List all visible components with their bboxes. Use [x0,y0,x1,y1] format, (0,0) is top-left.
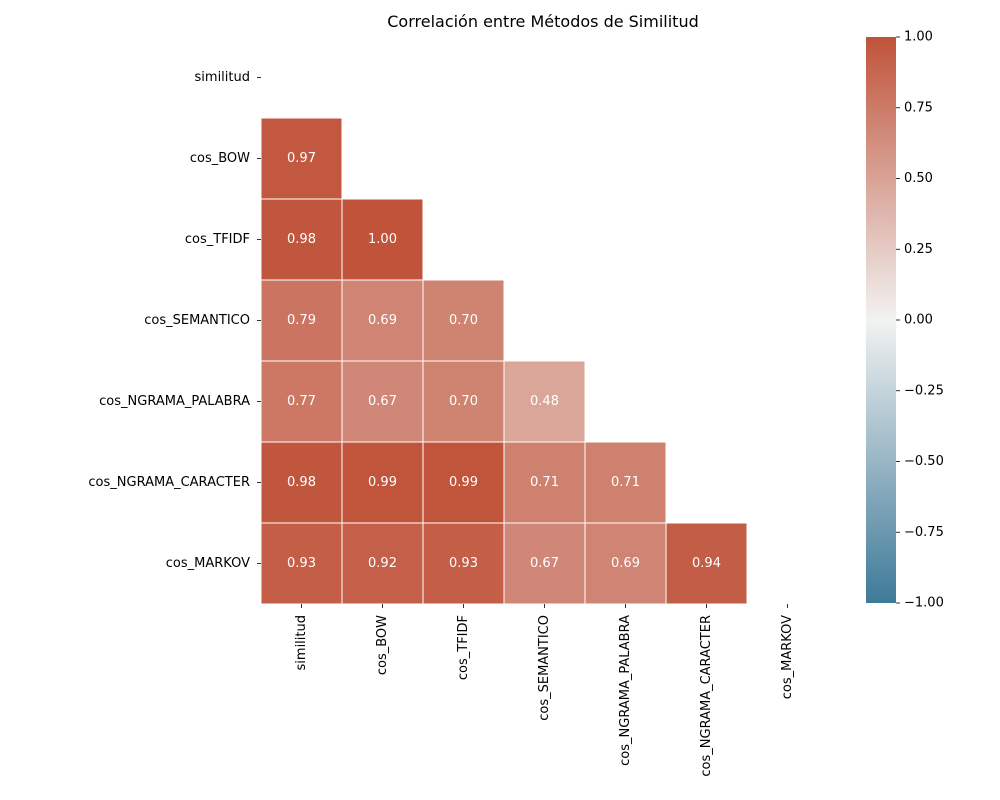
colorbar-tick-label: −0.75 [904,525,944,540]
heatmap-cell-cos_NGRAMA_CARACTER-cos_NGRAMA_PALABRA [584,441,667,524]
heatmap-cell-cos_NGRAMA_PALABRA-cos_SEMANTICO [503,360,586,443]
heatmap-cell-cos_MARKOV-cos_SEMANTICO [503,522,586,605]
cell-value-label: 0.48 [530,394,559,409]
heatmap-cell-cos_NGRAMA_PALABRA-cos_BOW [341,360,424,443]
colorbar-tick-label: 0.75 [904,100,933,115]
heatmap-cell-cos_TFIDF-cos_BOW [341,198,424,281]
heatmap-cell-cos_TFIDF-similitud [260,198,343,281]
row-labels: similitud cos_BOW cos_TFIDF cos_SEMANTICOco… [88,70,261,571]
colorbar-tick-label: 0.25 [904,242,933,257]
column-labels: similitud cos_BOW cos_TFIDF cos_SEMANTICO co… [294,604,795,777]
cell-value-label: 0.67 [530,556,559,571]
colorbar-tick-label: 0.00 [904,313,933,328]
cell-value-label: 0.99 [368,475,397,490]
cell-value-label: 0.79 [287,313,316,328]
row-label-cos_NGRAMA_CARACTER: cos_NGRAMA_CARACTER [88,475,250,490]
column-label-cos_MARKOV: cos_MARKOV [780,615,795,699]
cell-value-label: 0.77 [287,394,316,409]
heatmap-cell-cos_MARKOV-cos_TFIDF [422,522,505,605]
heatmap-cell-cos_MARKOV-cos_NGRAMA_CARACTER [665,522,748,605]
cell-value-label: 0.97 [287,151,316,166]
cell-value-label: 0.69 [611,556,640,571]
cell-value-label: 0.98 [287,475,316,490]
row-label-cos_TFIDF: cos_TFIDF [185,232,250,247]
chart-title: Correlación entre Métodos de Similitud [387,12,699,31]
cell-value-label: 0.98 [287,232,316,247]
cell-value-label: 0.71 [530,475,559,490]
row-label-similitud: similitud [195,70,250,85]
row-label-cos_MARKOV: cos_MARKOV [166,556,250,571]
heatmap-cell-cos_SEMANTICO-similitud [260,279,343,362]
heatmap-cell-cos_MARKOV-cos_BOW [341,522,424,605]
colorbar-tick-label: −0.25 [904,383,944,398]
heatmap-cell-cos_NGRAMA_CARACTER-cos_TFIDF [422,441,505,524]
heatmap-cell-cos_BOW-similitud [260,117,343,200]
cell-value-label: 0.94 [692,556,721,571]
column-label-cos_BOW: cos_BOW [375,615,390,675]
colorbar-tick-label: −1.00 [904,596,944,611]
cell-value-label: 0.93 [287,556,316,571]
colorbar: 1.00 0.75 0.50 0.25 0.00 −0.25 −0.50 −0.75 −1.00 [866,30,944,611]
heatmap-cell-cos_SEMANTICO-cos_BOW [341,279,424,362]
row-label-cos_BOW: cos_BOW [190,151,250,166]
heatmap-cell-cos_NGRAMA_CARACTER-cos_SEMANTICO [503,441,586,524]
cell-value-label: 0.67 [368,394,397,409]
cell-value-label: 0.70 [449,394,478,409]
cell-value-label: 0.69 [368,313,397,328]
heatmap-cell-cos_SEMANTICO-cos_TFIDF [422,279,505,362]
colorbar-tick-label: 0.50 [904,171,933,186]
row-label-cos_NGRAMA_PALABRA: cos_NGRAMA_PALABRA [99,394,250,409]
column-label-cos_TFIDF: cos_TFIDF [456,615,471,680]
colorbar-tick-label: 1.00 [904,30,933,45]
colorbar-gradient [866,37,896,603]
cell-value-label: 0.99 [449,475,478,490]
cell-value-label: 0.93 [449,556,478,571]
cell-value-label: 0.92 [368,556,397,571]
colorbar-ticks: 1.00 0.75 0.50 0.25 0.00 −0.25 −0.50 −0.75 −1.00 [896,30,944,611]
row-label-cos_SEMANTICO: cos_SEMANTICO [144,313,250,328]
column-label-cos_SEMANTICO: cos_SEMANTICO [537,615,552,721]
column-label-similitud: similitud [294,615,309,670]
cell-value-label: 1.00 [368,232,397,247]
column-label-cos_NGRAMA_CARACTER: cos_NGRAMA_CARACTER [699,615,714,777]
cell-value-label: 0.71 [611,475,640,490]
heatmap-cell-cos_NGRAMA_CARACTER-cos_BOW [341,441,424,524]
heatmap-cell-cos_MARKOV-cos_NGRAMA_PALABRA [584,522,667,605]
heatmap-cells: 0.97 0.98 1.00 0.79 0.69 0.70 0.77 0.67 0.70 0.48… [260,117,748,605]
colorbar-tick-label: −0.50 [904,454,944,469]
column-label-cos_NGRAMA_PALABRA: cos_NGRAMA_PALABRA [618,615,633,766]
cell-value-label: 0.70 [449,313,478,328]
